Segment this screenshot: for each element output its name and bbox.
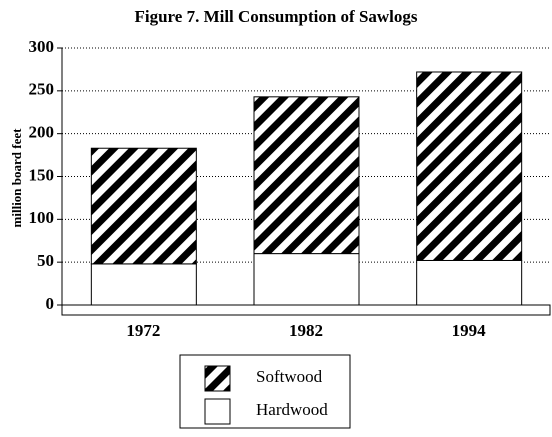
y-tick-label: 150 <box>29 165 55 184</box>
legend-label: Softwood <box>256 367 323 386</box>
chart-title: Figure 7. Mill Consumption of Sawlogs <box>134 7 417 26</box>
bar-segment <box>90 263 197 306</box>
y-tick-label: 100 <box>29 208 55 227</box>
bar-segment <box>416 259 523 306</box>
x-tick-label: 1982 <box>289 321 323 340</box>
bar-segment <box>253 253 360 306</box>
y-axis-label: million board feet <box>9 128 24 228</box>
bar-segment <box>90 147 197 265</box>
bar-segment <box>416 71 523 261</box>
legend-swatch <box>204 398 231 425</box>
y-tick-label: 50 <box>37 251 54 270</box>
y-tick-label: 300 <box>29 37 55 56</box>
x-tick-label: 1994 <box>452 321 487 340</box>
floor <box>61 304 551 316</box>
y-tick-label: 0 <box>46 294 55 313</box>
legend-swatch <box>204 365 231 392</box>
legend-label: Hardwood <box>256 400 328 419</box>
bar-segment <box>253 96 360 255</box>
x-tick-label: 1972 <box>126 321 160 340</box>
y-tick-label: 250 <box>29 80 55 99</box>
y-tick-label: 200 <box>29 123 55 142</box>
